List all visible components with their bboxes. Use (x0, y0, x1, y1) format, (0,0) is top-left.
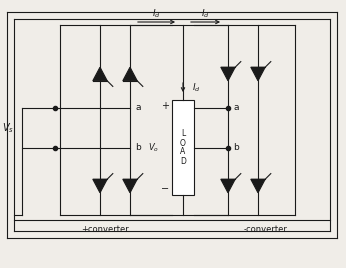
Text: −: − (161, 184, 169, 194)
Polygon shape (93, 179, 107, 193)
Text: $I_d$: $I_d$ (152, 8, 160, 20)
Polygon shape (221, 67, 235, 81)
Bar (172, 100, 194, 195)
Text: $V_s$: $V_s$ (2, 121, 14, 135)
Polygon shape (251, 67, 265, 81)
Text: a: a (233, 103, 238, 113)
Text: b: b (233, 143, 239, 152)
Polygon shape (123, 67, 137, 81)
Polygon shape (251, 179, 265, 193)
Text: $I_d$: $I_d$ (192, 82, 201, 94)
Text: b: b (135, 143, 141, 152)
Text: a: a (135, 103, 140, 113)
Text: $I_d$: $I_d$ (201, 8, 209, 20)
Text: L
O
A
D: L O A D (180, 129, 186, 166)
Text: +: + (161, 101, 169, 111)
Text: -converter: -converter (244, 225, 288, 233)
Text: +converter: +converter (81, 225, 129, 233)
Text: $V_o$: $V_o$ (148, 141, 160, 154)
Polygon shape (93, 67, 107, 81)
Polygon shape (123, 179, 137, 193)
Polygon shape (221, 179, 235, 193)
